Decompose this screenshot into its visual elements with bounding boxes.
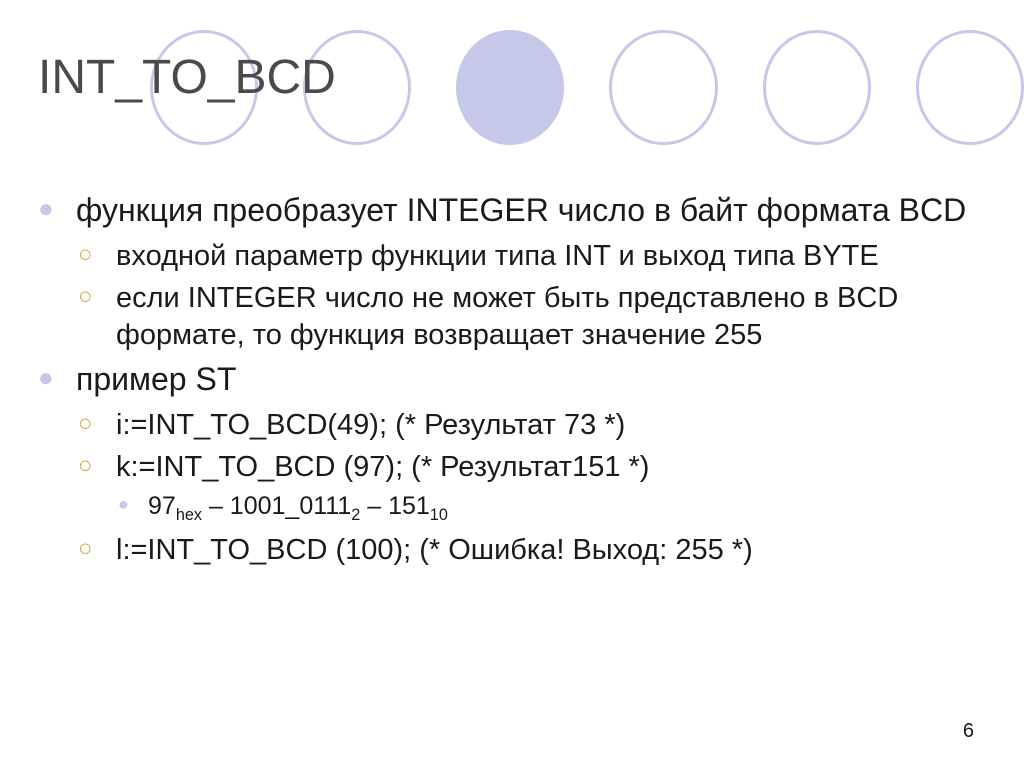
circle-6 — [916, 30, 1024, 145]
bullet-1-1: входной параметр функции типа INT и выхо… — [78, 238, 986, 274]
bin-val: – 1001_0111 — [202, 492, 351, 520]
slide-content: функция преобразует INTEGER число в байт… — [38, 190, 986, 574]
bullet-2-2-1: 97hex – 1001_01112 – 15110 — [118, 491, 986, 525]
circle-5 — [763, 30, 871, 145]
dec-val: – 151 — [360, 492, 430, 520]
bullet-1-2: если INTEGER число не может быть предста… — [78, 280, 986, 353]
page-number: 6 — [963, 720, 974, 743]
circle-3-filled — [456, 30, 564, 145]
bullet-2: пример ST — [38, 359, 986, 399]
slide-title: INT_TO_BCD — [38, 50, 336, 105]
hex-val: 97 — [148, 492, 176, 520]
bullet-2-2: k:=INT_TO_BCD (97); (* Результат151 *) — [78, 449, 986, 485]
bullet-2-3: l:=INT_TO_BCD (100); (* Ошибка! Выход: 2… — [78, 532, 986, 568]
sub-bin: 2 — [351, 506, 360, 524]
sub-hex: hex — [176, 506, 202, 524]
bullet-2-1: i:=INT_TO_BCD(49); (* Результат 73 *) — [78, 407, 986, 443]
sub-dec: 10 — [430, 506, 448, 524]
circle-4 — [609, 30, 717, 145]
bullet-1: функция преобразует INTEGER число в байт… — [38, 190, 986, 230]
